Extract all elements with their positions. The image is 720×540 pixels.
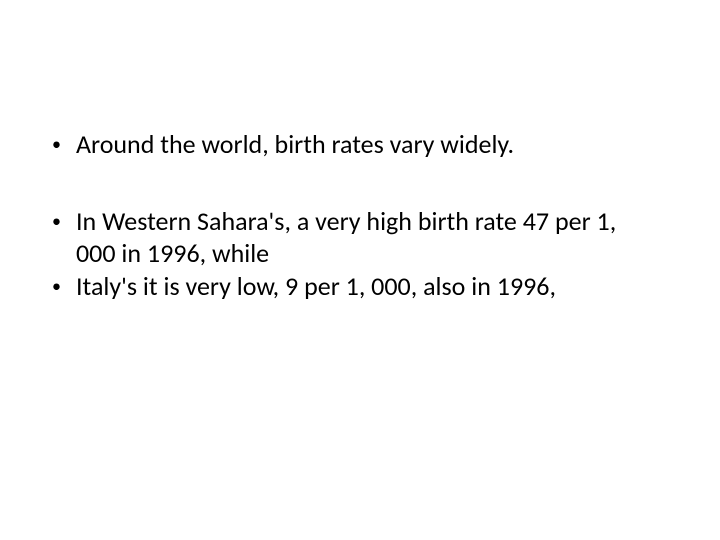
bullet-marker-icon: • bbox=[48, 270, 76, 302]
bullet-text: Italy's it is very low, 9 per 1, 000, al… bbox=[76, 270, 660, 303]
bullet-marker-icon: • bbox=[48, 128, 76, 160]
bullet-item: • In Western Sahara's, a very high birth… bbox=[48, 205, 660, 270]
bullet-text: Around the world, birth rates vary widel… bbox=[76, 128, 660, 161]
bullet-text: In Western Sahara's, a very high birth r… bbox=[76, 205, 660, 270]
bullet-item: • Around the world, birth rates vary wid… bbox=[48, 128, 660, 161]
slide-content: • Around the world, birth rates vary wid… bbox=[0, 0, 720, 302]
bullet-item: • Italy's it is very low, 9 per 1, 000, … bbox=[48, 270, 660, 303]
bullet-marker-icon: • bbox=[48, 205, 76, 237]
bullet-group: • Around the world, birth rates vary wid… bbox=[48, 128, 660, 161]
bullet-group: • In Western Sahara's, a very high birth… bbox=[48, 205, 660, 303]
